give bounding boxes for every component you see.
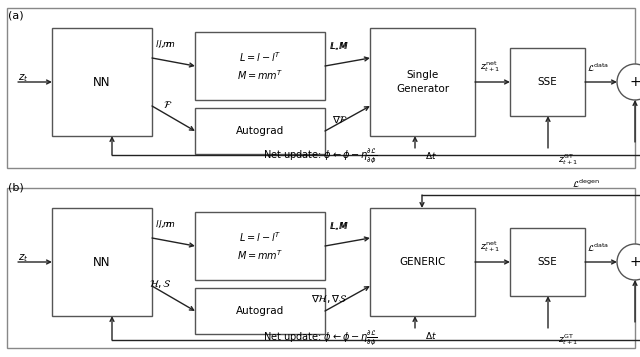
Bar [510, 48, 585, 116]
Bar [510, 228, 585, 296]
Text: $\Delta t$: $\Delta t$ [425, 330, 437, 341]
Text: GENERIC: GENERIC [399, 257, 445, 267]
Bar [7, 188, 635, 348]
Bar [7, 8, 635, 168]
Text: $z_{t+1}^{\rm GT}$: $z_{t+1}^{\rm GT}$ [558, 332, 579, 347]
Text: $\mathcal{F}$: $\mathcal{F}$ [163, 99, 172, 110]
Text: $\nabla\mathcal{F}$: $\nabla\mathcal{F}$ [332, 115, 348, 125]
Text: Net update: $\phi \leftarrow \phi - \eta\frac{\partial\mathcal{L}}{\partial\phi}: Net update: $\phi \leftarrow \phi - \eta… [263, 330, 377, 348]
Text: $\mathcal{L}^{\rm data}$: $\mathcal{L}^{\rm data}$ [587, 62, 609, 74]
Text: Net update: $\phi \leftarrow \phi - \eta\frac{\partial\mathcal{L}}{\partial\phi}: Net update: $\phi \leftarrow \phi - \eta… [263, 148, 377, 166]
Text: $\nabla\mathcal{H}, \nabla\mathcal{S}$: $\nabla\mathcal{H}, \nabla\mathcal{S}$ [311, 293, 348, 305]
Text: $z_{t+1}^{\rm net}$: $z_{t+1}^{\rm net}$ [480, 59, 500, 74]
Text: $\mathcal{H}, \mathcal{S}$: $\mathcal{H}, \mathcal{S}$ [149, 278, 172, 290]
Text: +: + [629, 255, 640, 269]
Bar [195, 108, 325, 154]
Text: +: + [629, 75, 640, 89]
Text: $\mathcal{L}^{\rm degen}$: $\mathcal{L}^{\rm degen}$ [572, 177, 600, 190]
Text: $L, M$: $L, M$ [329, 220, 348, 232]
Text: $z_t$: $z_t$ [18, 252, 29, 264]
Text: $\Delta t$: $\Delta t$ [425, 150, 437, 161]
Circle shape [617, 64, 640, 100]
Bar [52, 208, 152, 316]
Bar [195, 32, 325, 100]
Text: Autograd: Autograd [236, 306, 284, 316]
Bar [370, 208, 475, 316]
Text: (b): (b) [8, 183, 24, 193]
Text: $z_{t+1}^{\rm net}$: $z_{t+1}^{\rm net}$ [480, 239, 500, 254]
Text: (a): (a) [8, 10, 24, 20]
Text: $L, M$: $L, M$ [329, 40, 348, 52]
Text: $l, m$: $l, m$ [155, 38, 172, 50]
Text: $z_t$: $z_t$ [18, 72, 29, 84]
Bar [195, 288, 325, 334]
Bar [52, 28, 152, 136]
Text: NN: NN [93, 256, 111, 268]
Text: $l, m$: $l, m$ [157, 38, 175, 50]
Text: $z_{t+1}^{\rm GT}$: $z_{t+1}^{\rm GT}$ [558, 152, 579, 167]
Bar [195, 212, 325, 280]
Text: NN: NN [93, 75, 111, 89]
Text: SSE: SSE [538, 77, 557, 87]
Text: $L, M$: $L, M$ [330, 40, 349, 52]
Text: $L, M$: $L, M$ [330, 220, 349, 232]
Text: Single
Generator: Single Generator [396, 70, 449, 94]
Circle shape [617, 244, 640, 280]
Text: $L = l - l^T$
$M = mm^T$: $L = l - l^T$ $M = mm^T$ [237, 230, 284, 262]
Text: $L = l - l^T$
$M = mm^T$: $L = l - l^T$ $M = mm^T$ [237, 50, 284, 82]
Text: $l, m$: $l, m$ [157, 218, 175, 230]
Text: $\mathcal{L}^{\rm data}$: $\mathcal{L}^{\rm data}$ [587, 242, 609, 254]
Text: SSE: SSE [538, 257, 557, 267]
Bar [370, 28, 475, 136]
Text: Autograd: Autograd [236, 126, 284, 136]
Text: $l, m$: $l, m$ [155, 218, 172, 230]
